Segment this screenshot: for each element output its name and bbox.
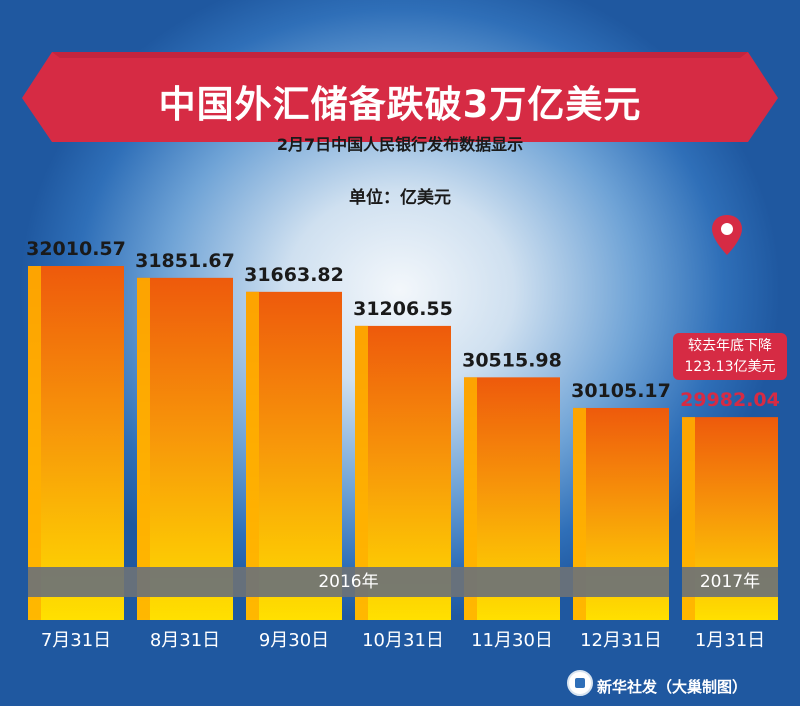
value-label: 30105.17 bbox=[571, 380, 671, 402]
bar-stripe bbox=[246, 291, 259, 620]
bar-stripe bbox=[137, 277, 150, 620]
location-pin-icon bbox=[712, 215, 742, 255]
xinhua-logo-icon bbox=[567, 670, 593, 696]
annotation-line1: 较去年底下降 bbox=[688, 338, 772, 354]
annotation-line2: 123.13亿美元 bbox=[684, 359, 776, 375]
page-title: 中国外汇储备跌破3万亿美元 bbox=[158, 83, 642, 126]
value-label: 31851.67 bbox=[135, 250, 235, 272]
value-label: 29982.04 bbox=[680, 389, 780, 411]
bar-stripe bbox=[464, 377, 477, 620]
value-label: 30515.98 bbox=[462, 349, 562, 371]
title-banner bbox=[22, 52, 778, 142]
bar-stripe bbox=[355, 325, 368, 620]
value-label: 32010.57 bbox=[26, 238, 126, 260]
bar bbox=[137, 277, 233, 620]
bar-stripe bbox=[28, 266, 41, 620]
category-label: 1月31日 bbox=[695, 630, 765, 651]
year-label-2017: 2017年 bbox=[699, 572, 761, 592]
category-label: 8月31日 bbox=[150, 630, 220, 651]
page-subtitle: 2月7日中国人民银行发布数据显示 bbox=[276, 135, 524, 154]
bar bbox=[28, 266, 124, 620]
year-band bbox=[682, 567, 778, 597]
year-band bbox=[28, 567, 669, 597]
value-label: 31206.55 bbox=[353, 298, 453, 320]
year-label-2016: 2016年 bbox=[318, 572, 379, 592]
change-annotation: 较去年底下降 123.13亿美元 bbox=[673, 333, 787, 380]
category-label: 10月31日 bbox=[362, 630, 444, 651]
bar-stripe bbox=[573, 407, 586, 620]
unit-label: 单位：亿美元 bbox=[349, 188, 451, 208]
category-label: 11月30日 bbox=[471, 630, 553, 651]
credit-text: 新华社发（大巢制图） bbox=[597, 678, 748, 696]
bar bbox=[246, 291, 342, 620]
category-label: 12月31日 bbox=[580, 630, 662, 651]
category-label: 7月31日 bbox=[41, 630, 111, 651]
value-label: 31663.82 bbox=[244, 264, 344, 286]
category-label: 9月30日 bbox=[259, 630, 329, 651]
